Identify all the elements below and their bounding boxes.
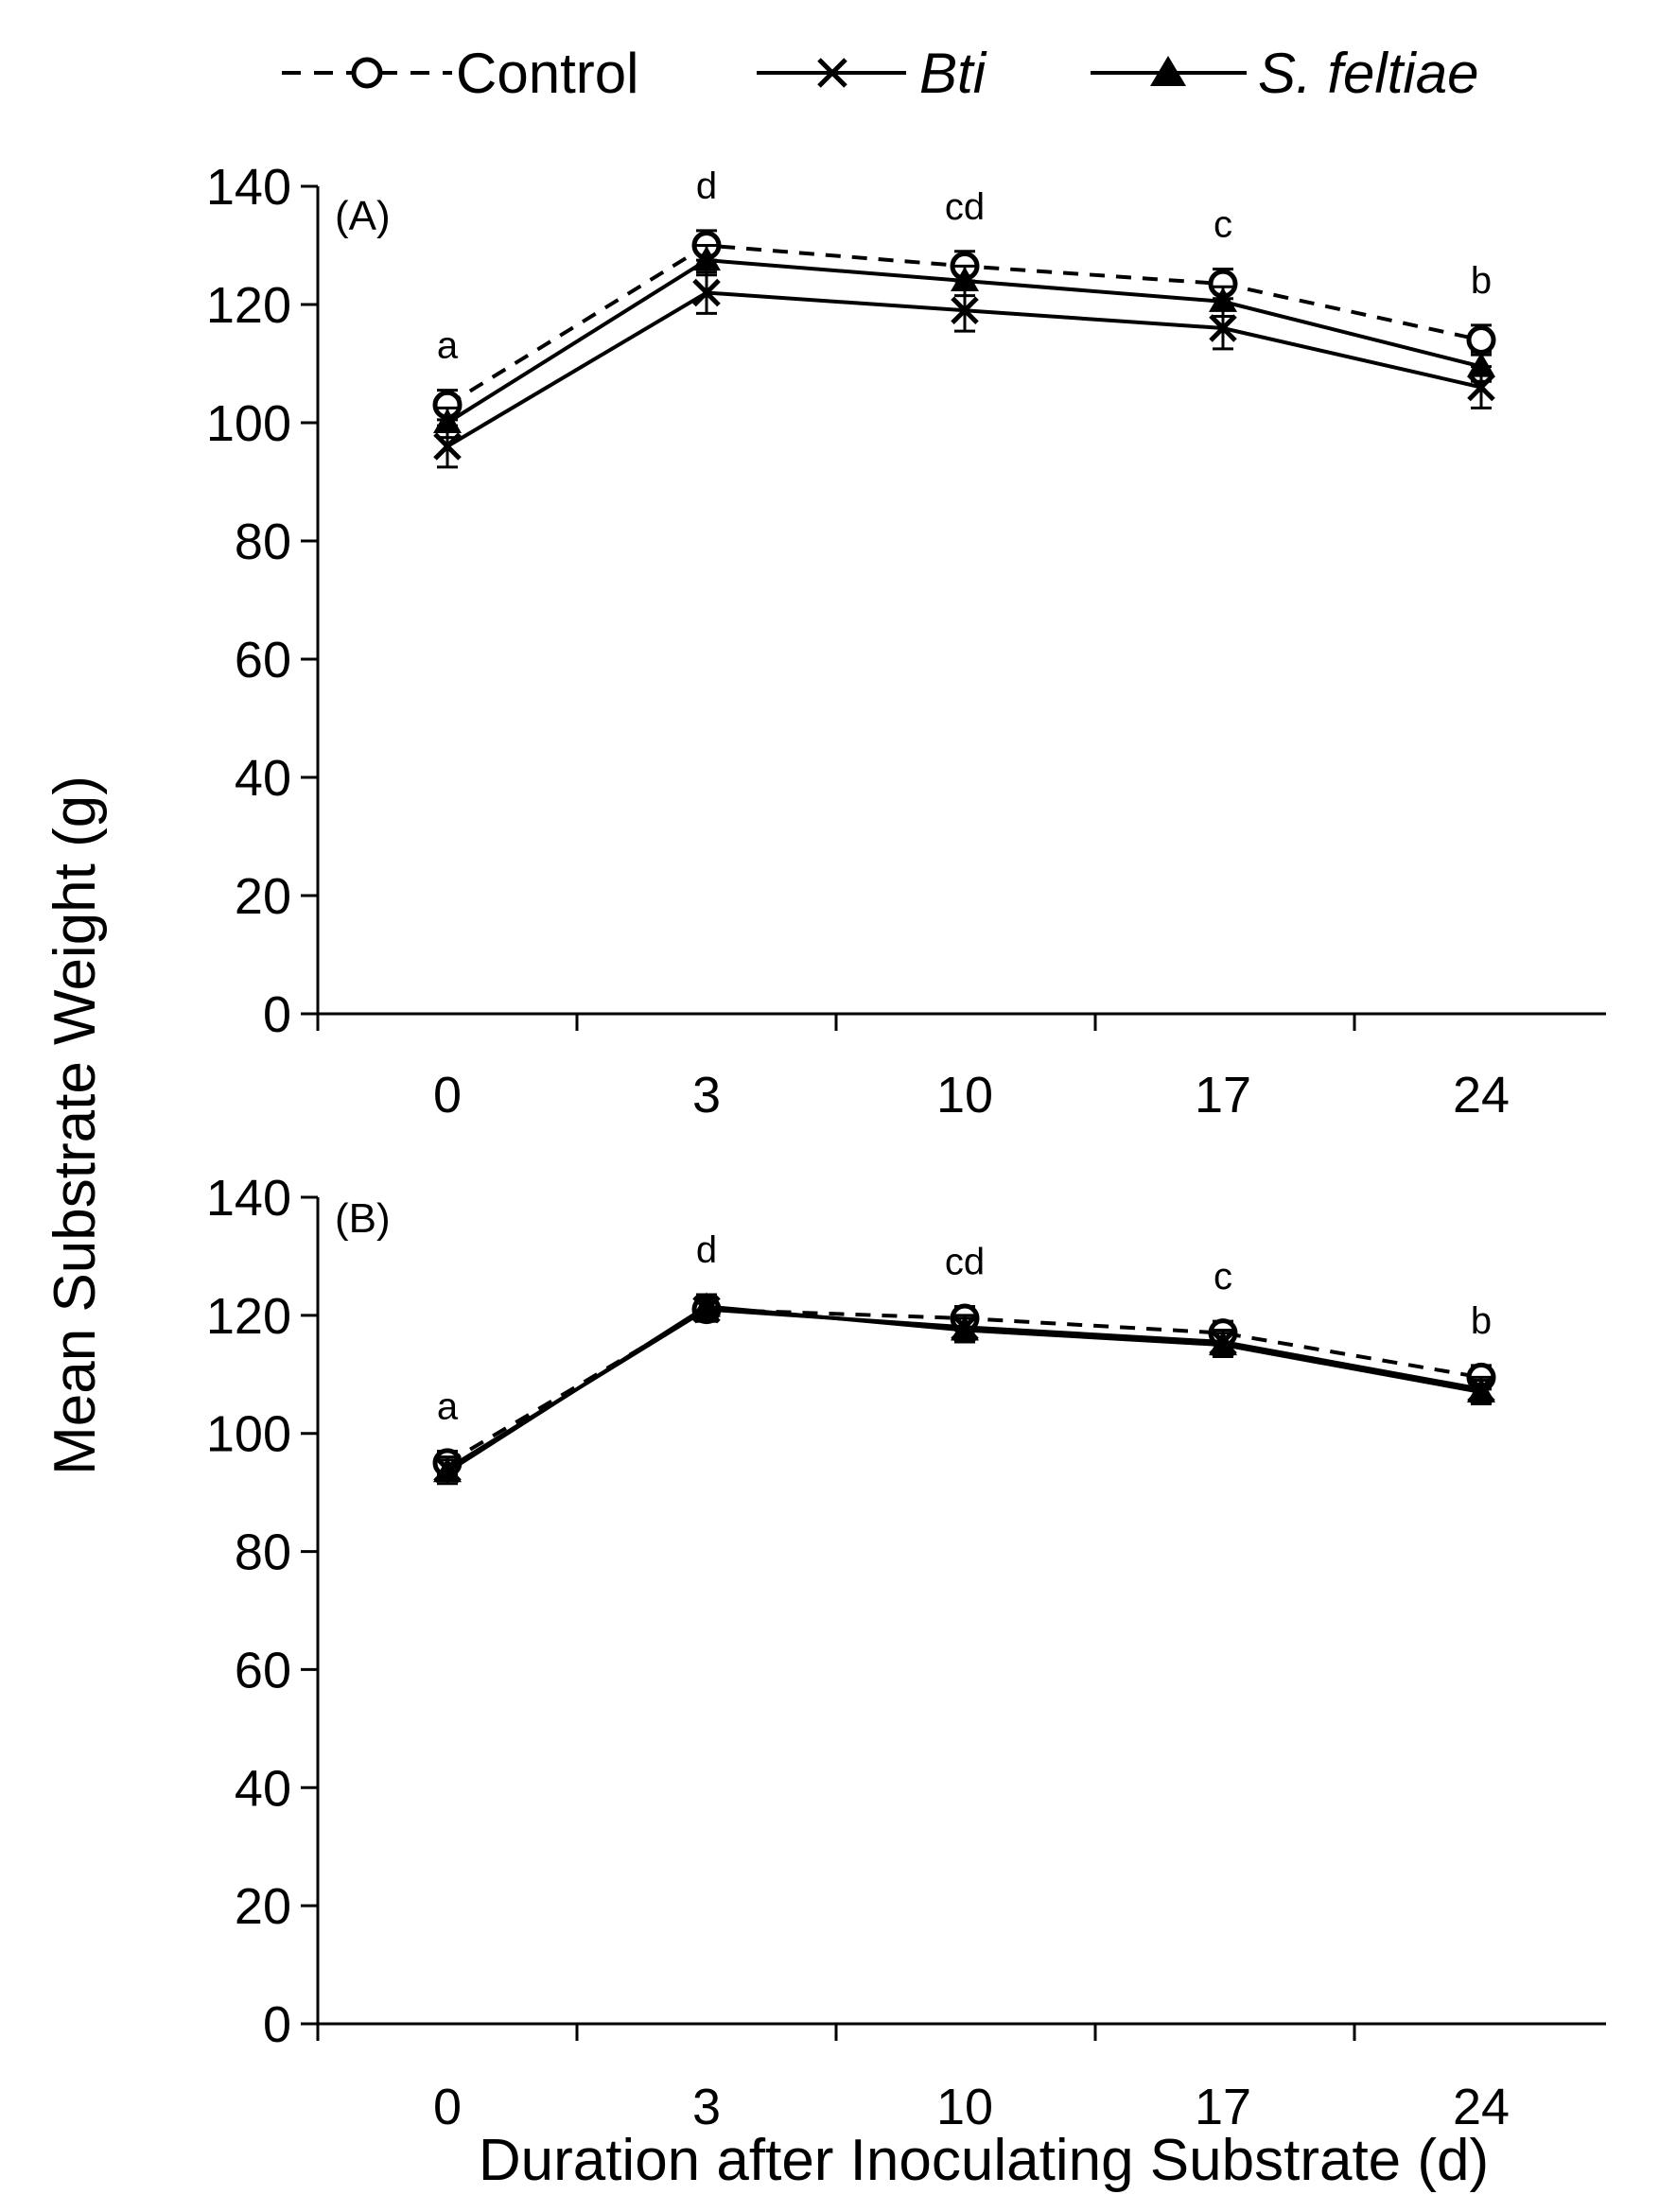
legend-bti-label: Bti <box>919 42 987 105</box>
significance-letter: a <box>437 325 459 367</box>
point-sfeltiae <box>951 1315 979 1341</box>
panel-a: (A) 0 20 40 60 80 100 120 140 0 3 10 17 24 a d cd c b <box>206 159 1606 1123</box>
x-tick-label: 24 <box>1453 2079 1510 2135</box>
legend-bti-x-icon <box>817 58 847 88</box>
y-axis-title: Mean Substrate Weight (g) <box>43 775 108 1475</box>
significance-letter: d <box>696 165 717 207</box>
significance-letter: c <box>1214 1256 1232 1298</box>
significance-letter: a <box>437 1385 459 1427</box>
point-sfeltiae <box>433 409 462 433</box>
legend-sfeltiae-triangle-icon <box>1150 56 1186 86</box>
significance-letter: cd <box>945 1241 985 1282</box>
panel-a-y-ticks: 0 20 40 60 80 100 120 140 <box>206 159 318 1043</box>
y-tick-label: 40 <box>235 750 291 807</box>
significance-letter: cd <box>945 186 985 228</box>
significance-letter: d <box>696 1229 717 1271</box>
significance-letter: c <box>1214 204 1232 246</box>
y-tick-label: 0 <box>263 986 291 1043</box>
point-sfeltiae <box>692 1292 721 1317</box>
panel-a-series <box>432 229 1496 469</box>
y-tick-label: 140 <box>206 1170 291 1227</box>
y-tick-label: 120 <box>206 277 291 334</box>
point-sfeltiae <box>1209 287 1237 312</box>
y-tick-label: 0 <box>263 1996 291 2053</box>
x-tick-label: 0 <box>433 1067 462 1123</box>
panel-a-letters: a d cd c b <box>437 165 1492 367</box>
panel-b-series <box>432 1292 1496 1486</box>
y-tick-label: 100 <box>206 395 291 452</box>
legend-item-control: Control <box>282 42 638 105</box>
panel-a-x-ticks: 0 3 10 17 24 <box>316 1014 1510 1123</box>
x-tick-label: 3 <box>692 1067 721 1123</box>
point-bti <box>1467 373 1495 402</box>
panel-b: (B) 0 20 40 60 80 100 120 140 0 3 10 17 24 a d cd c b <box>206 1170 1606 2135</box>
x-tick-label: 24 <box>1453 1067 1510 1123</box>
legend-control-label: Control <box>456 42 638 105</box>
x-axis-title: Duration after Inoculating Substrate (d) <box>479 2128 1489 2193</box>
y-tick-label: 60 <box>235 632 291 688</box>
panel-a-label: (A) <box>335 193 391 239</box>
x-tick-label: 10 <box>936 1067 993 1123</box>
panel-b-letters: a d cd c b <box>437 1229 1492 1427</box>
point-bti <box>692 278 721 307</box>
significance-letter: b <box>1471 1300 1492 1342</box>
x-tick-label: 17 <box>1195 2079 1251 2135</box>
y-tick-label: 40 <box>235 1760 291 1817</box>
point-sfeltiae <box>692 246 721 271</box>
y-tick-label: 140 <box>206 159 291 216</box>
point-sfeltiae <box>1467 352 1495 377</box>
x-tick-label: 3 <box>692 2079 721 2135</box>
legend-sfeltiae-label: S. feltiae <box>1258 42 1478 105</box>
panel-b-x-ticks: 0 3 10 17 24 <box>316 2024 1510 2135</box>
point-bti <box>951 296 979 325</box>
y-tick-label: 20 <box>235 868 291 925</box>
y-tick-label: 120 <box>206 1288 291 1345</box>
x-tick-label: 10 <box>936 2079 993 2135</box>
legend-control-circle-icon <box>351 57 383 89</box>
legend-item-bti: Bti <box>757 42 987 105</box>
point-sfeltiae <box>1209 1331 1237 1356</box>
point-control <box>1466 325 1496 355</box>
point-sfeltiae <box>1467 1378 1495 1403</box>
y-tick-label: 60 <box>235 1642 291 1698</box>
point-sfeltiae <box>433 1457 462 1483</box>
x-tick-label: 17 <box>1195 1067 1251 1123</box>
significance-letter: b <box>1471 260 1492 302</box>
y-tick-label: 100 <box>206 1406 291 1463</box>
point-sfeltiae <box>951 267 979 291</box>
point-bti <box>1209 314 1237 342</box>
legend: Control Bti S. feltiae <box>282 42 1478 105</box>
y-tick-label: 80 <box>235 1524 291 1581</box>
y-tick-label: 20 <box>235 1878 291 1935</box>
panel-b-y-ticks: 0 20 40 60 80 100 120 140 <box>206 1170 318 2053</box>
panel-b-label: (B) <box>335 1195 391 1242</box>
x-tick-label: 0 <box>433 2079 462 2135</box>
legend-item-sfeltiae: S. feltiae <box>1091 42 1478 105</box>
y-tick-label: 80 <box>235 514 291 570</box>
